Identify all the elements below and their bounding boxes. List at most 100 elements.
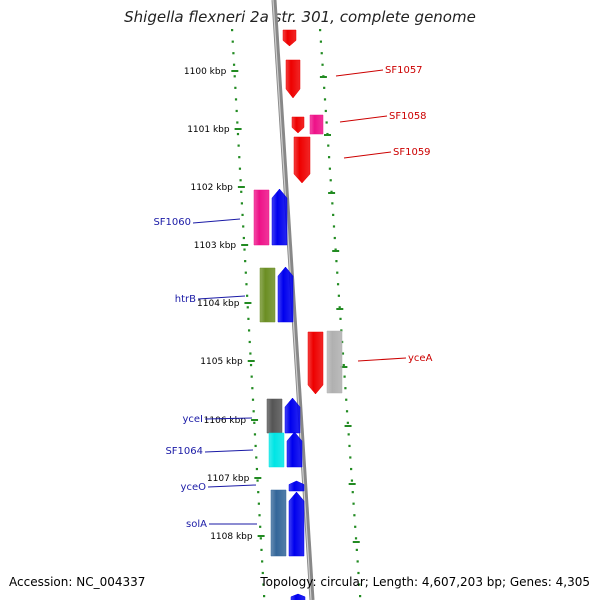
ring-dot [239, 179, 242, 182]
ring-dot [249, 363, 253, 367]
gene-SF1057 [285, 59, 301, 99]
ring-dot [332, 225, 336, 228]
ring-dot [327, 156, 331, 159]
ring-dot [249, 352, 252, 355]
ring-dot [246, 294, 249, 297]
gene-SF1058 [309, 114, 324, 135]
gene-label-SF1064: SF1064 [165, 446, 203, 457]
label-leader-line [339, 115, 388, 123]
ring-dot [261, 560, 264, 563]
ring-dot [342, 363, 345, 367]
ring-dot [337, 294, 340, 297]
gene-solA [270, 489, 287, 557]
ring-dot [253, 433, 257, 436]
gene-SF1060-blue [271, 188, 288, 246]
left-ring-dots [231, 29, 266, 598]
ring-dot [241, 213, 244, 217]
scale-tick-label: 1104 kbp [197, 299, 240, 309]
ring-dot [328, 167, 331, 170]
genome-title: Shigella flexneri 2a str. 301, complete … [124, 8, 476, 26]
ring-dot [251, 387, 254, 390]
ring-dot [242, 225, 245, 228]
ring-dot [231, 40, 234, 43]
ring-dot [244, 260, 247, 263]
ring-dot [319, 40, 323, 43]
ring-dot [247, 329, 251, 332]
ring-dot [319, 29, 322, 32]
ring-dot [347, 433, 350, 436]
ring-dot [320, 52, 323, 55]
ring-dot [331, 202, 334, 205]
ring-dot [243, 248, 246, 251]
ring-dot [232, 52, 235, 55]
ring-dot [231, 29, 234, 32]
ring-dot [235, 109, 238, 113]
ring-dot [238, 167, 242, 170]
ring-dot [341, 352, 345, 355]
ring-dot [349, 456, 352, 459]
ring-dot [246, 306, 249, 309]
ring-dot [338, 306, 341, 309]
gene-top-red [282, 29, 297, 47]
ring-dot [323, 86, 326, 89]
label-leader-line [343, 151, 392, 159]
ring-dot [343, 375, 346, 378]
ring-dot [250, 375, 253, 378]
ring-dot [256, 479, 259, 482]
ring-dot [348, 444, 351, 448]
scale-tick-label: 1107 kbp [207, 474, 250, 484]
ring-dot [355, 548, 358, 551]
scale-tick-label: 1106 kbp [204, 416, 247, 426]
ring-dot [252, 410, 255, 413]
ring-dot [357, 571, 360, 575]
gene-SF1064 [268, 432, 285, 468]
ring-dot [353, 514, 356, 517]
ring-dot [345, 398, 348, 401]
ring-dot [335, 260, 338, 263]
ring-dot [327, 144, 330, 147]
accession-label: Accession: NC_004337 [9, 575, 146, 589]
ring-dot [253, 421, 256, 424]
scale-tick-label: 1101 kbp [187, 125, 230, 135]
ring-dot [254, 444, 257, 448]
ring-dot [359, 595, 362, 598]
ring-dot [344, 387, 347, 390]
ring-dot [236, 132, 240, 136]
gene-label-yceA: yceA [408, 353, 433, 364]
label-leader-line [204, 449, 254, 453]
scale-tick-label: 1108 kbp [210, 532, 253, 542]
scale-ticks: 1100 kbp 1101 kbp 1102 kbp 1103 kbp 1104 kbp… [184, 67, 360, 543]
ring-dot [325, 121, 328, 124]
gene-htrB [259, 267, 276, 323]
ring-dot [358, 583, 361, 586]
ring-dot [262, 583, 265, 586]
gene-label-yceO: yceO [181, 482, 207, 493]
gene-yceA [307, 331, 324, 395]
ring-dot [257, 491, 260, 494]
gene-yceI [266, 398, 283, 434]
ring-dot [354, 537, 358, 540]
gene-yceI-blue [284, 397, 301, 434]
ring-dot [258, 514, 261, 517]
ring-dot [242, 236, 245, 240]
ring-dot [251, 398, 255, 401]
scale-tick-label: 1103 kbp [194, 241, 237, 251]
label-leader-line [207, 484, 257, 488]
ring-dot [350, 479, 354, 482]
gene-yceO [288, 480, 305, 492]
ring-dot [330, 190, 333, 193]
ring-dot [237, 144, 240, 147]
ring-dot [354, 525, 357, 528]
gene-SF1064-blue [286, 431, 303, 468]
label-leader-line [197, 295, 246, 300]
gene-label-SF1059: SF1059 [393, 147, 431, 158]
ring-dot [263, 595, 266, 598]
gene-solA-blue [288, 491, 305, 557]
ring-dot [259, 525, 262, 528]
label-leader-line [192, 218, 241, 224]
ring-dot [234, 98, 238, 101]
label-leader-line [357, 357, 407, 362]
ring-dot [240, 190, 243, 193]
ring-dot [346, 421, 349, 424]
